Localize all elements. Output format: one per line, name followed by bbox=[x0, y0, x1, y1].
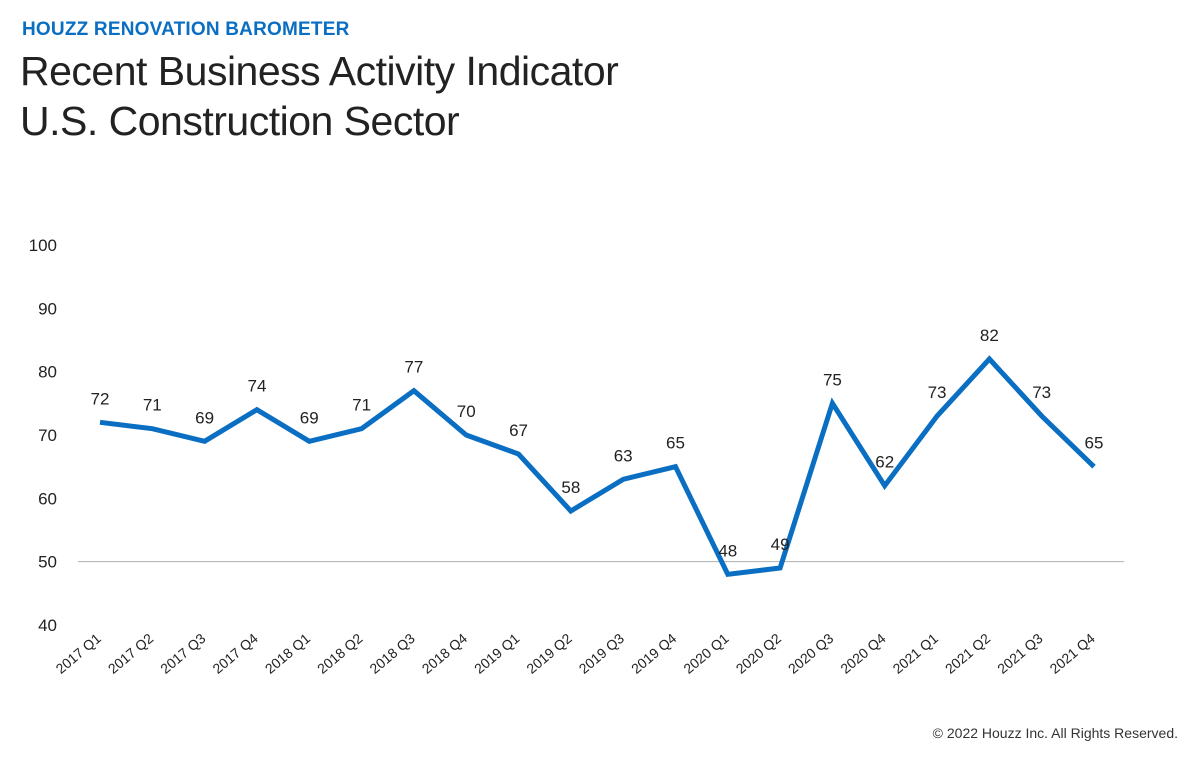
x-tick-label: 2020 Q4 bbox=[837, 630, 889, 677]
data-label: 58 bbox=[561, 478, 580, 497]
eyebrow-label: HOUZZ RENOVATION BAROMETER bbox=[22, 19, 350, 40]
x-tick-label: 2021 Q1 bbox=[890, 630, 942, 677]
data-label: 69 bbox=[300, 408, 319, 427]
data-label: 77 bbox=[404, 358, 423, 377]
data-label: 75 bbox=[823, 370, 842, 389]
x-tick-label: 2020 Q1 bbox=[680, 630, 732, 677]
x-tick-label: 2018 Q2 bbox=[314, 630, 366, 677]
y-tick-label: 80 bbox=[38, 363, 57, 382]
x-tick-label: 2021 Q4 bbox=[1046, 630, 1098, 677]
x-tick-label: 2018 Q3 bbox=[366, 630, 418, 677]
data-label: 48 bbox=[718, 541, 737, 560]
data-label: 65 bbox=[1085, 434, 1104, 453]
data-label: 71 bbox=[143, 396, 162, 415]
x-tick-label: 2017 Q4 bbox=[209, 630, 261, 677]
x-axis: 2017 Q1 2017 Q2 2017 Q3 2017 Q4 2018 Q1 2018 … bbox=[52, 630, 1098, 677]
x-tick-label: 2021 Q3 bbox=[994, 630, 1046, 677]
y-tick-label: 40 bbox=[38, 616, 57, 635]
x-tick-label: 2020 Q3 bbox=[785, 630, 837, 677]
y-tick-label: 100 bbox=[29, 236, 57, 255]
x-tick-label: 2017 Q1 bbox=[52, 630, 104, 677]
chart-title: Recent Business Activity Indicator U.S. … bbox=[20, 46, 619, 146]
y-tick-label: 50 bbox=[38, 553, 57, 572]
y-tick-label: 90 bbox=[38, 299, 57, 318]
x-tick-label: 2017 Q3 bbox=[157, 630, 209, 677]
data-label: 49 bbox=[771, 535, 790, 554]
data-label: 69 bbox=[195, 408, 214, 427]
x-tick-label: 2021 Q2 bbox=[942, 630, 994, 677]
x-tick-label: 2019 Q4 bbox=[628, 630, 680, 677]
data-label: 74 bbox=[247, 377, 266, 396]
y-tick-label: 60 bbox=[38, 489, 57, 508]
data-labels: 72 71 69 74 69 71 77 70 67 58 63 65 48 49 75 62 73 82 73 65 bbox=[91, 326, 1104, 560]
x-tick-label: 2019 Q2 bbox=[523, 630, 575, 677]
x-tick-label: 2019 Q1 bbox=[471, 630, 523, 677]
x-tick-label: 2018 Q4 bbox=[419, 630, 471, 677]
data-label: 73 bbox=[928, 383, 947, 402]
y-axis: 40 50 60 70 80 90 100 bbox=[29, 236, 1124, 635]
data-label: 73 bbox=[1032, 383, 1051, 402]
data-label: 62 bbox=[875, 453, 894, 472]
data-label: 71 bbox=[352, 396, 371, 415]
x-tick-label: 2020 Q2 bbox=[733, 630, 785, 677]
chart-title-line-2: U.S. Construction Sector bbox=[20, 98, 460, 144]
x-tick-label: 2019 Q3 bbox=[576, 630, 628, 677]
series-line bbox=[99, 355, 1096, 577]
data-label: 67 bbox=[509, 421, 528, 440]
y-tick-label: 70 bbox=[38, 426, 57, 445]
series bbox=[99, 355, 1096, 577]
data-label: 70 bbox=[457, 402, 476, 421]
data-label: 72 bbox=[91, 389, 110, 408]
x-tick-label: 2017 Q2 bbox=[105, 630, 157, 677]
copyright-notice: © 2022 Houzz Inc. All Rights Reserved. bbox=[932, 725, 1178, 741]
data-label: 63 bbox=[614, 446, 633, 465]
x-tick-label: 2018 Q1 bbox=[262, 630, 314, 677]
data-label: 82 bbox=[980, 326, 999, 345]
chart-title-line-1: Recent Business Activity Indicator bbox=[20, 48, 619, 94]
data-label: 65 bbox=[666, 434, 685, 453]
